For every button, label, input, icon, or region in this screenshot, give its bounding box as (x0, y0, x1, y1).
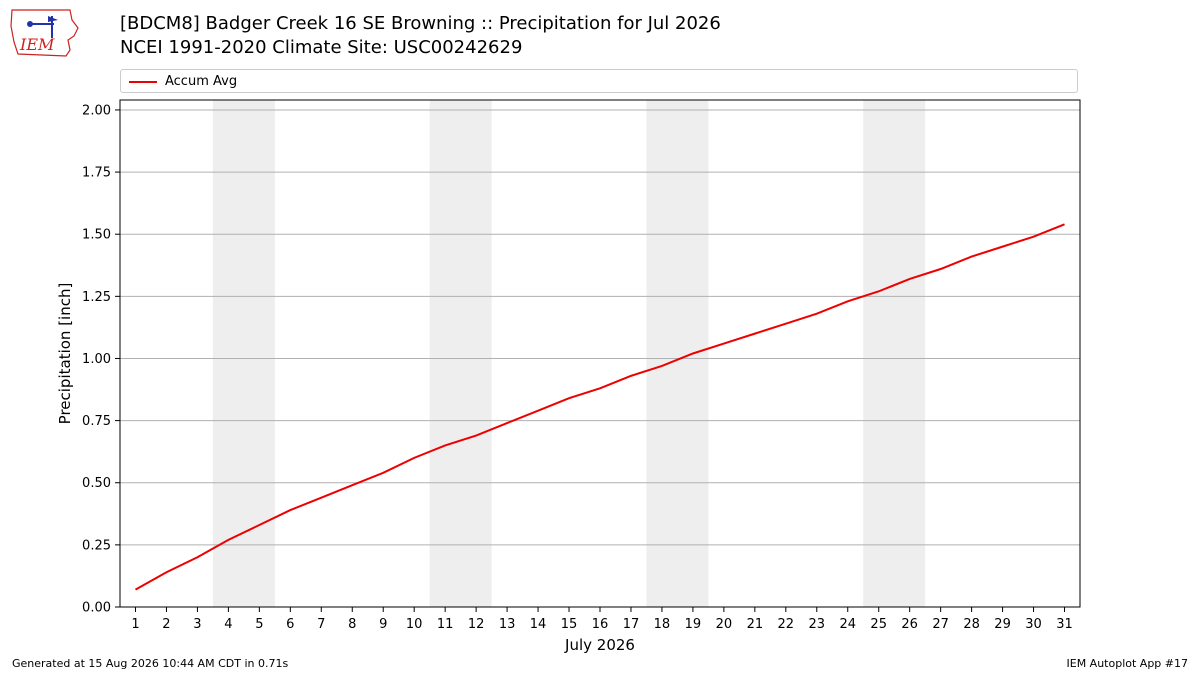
y-tick-label: 0.75 (82, 414, 111, 429)
x-tick-label: 27 (932, 617, 949, 632)
y-tick-label: 1.75 (82, 166, 111, 181)
x-tick-label: 26 (901, 617, 918, 632)
x-tick-label: 10 (406, 617, 423, 632)
x-tick-label: 31 (1056, 617, 1073, 632)
x-tick-label: 23 (809, 617, 826, 632)
y-tick-label: 0.25 (82, 538, 111, 553)
weekend-bands (212, 100, 926, 607)
x-tick-label: 15 (561, 617, 578, 632)
y-tick-label: 1.50 (82, 228, 111, 243)
x-tick-label: 17 (623, 617, 640, 632)
x-tick-label: 21 (747, 617, 764, 632)
x-tick-label: 12 (468, 617, 485, 632)
x-tick-label: 5 (255, 617, 263, 632)
legend-label-accum-avg: Accum Avg (165, 74, 238, 89)
accum-avg-line (134, 223, 1065, 591)
x-tick-label: 19 (685, 617, 702, 632)
footer-generated-text: Generated at 15 Aug 2026 10:44 AM CDT in… (12, 657, 289, 670)
x-tick-label: 8 (348, 617, 356, 632)
x-tick-label: 14 (530, 617, 547, 632)
x-tick-label: 28 (963, 617, 980, 632)
weekend-band-1 (212, 100, 275, 607)
iem-logo: IEM (10, 9, 79, 57)
chart-title: [BDCM8] Badger Creek 16 SE Browning :: P… (120, 13, 721, 34)
x-tick-label: 30 (1025, 617, 1042, 632)
y-axis-label: Precipitation [inch] (56, 283, 74, 425)
x-tick-label: 13 (499, 617, 516, 632)
x-tick-label: 24 (839, 617, 856, 632)
x-tick-label: 18 (654, 617, 671, 632)
chart-subtitle: NCEI 1991-2020 Climate Site: USC00242629 (120, 37, 523, 58)
y-axis: 0.00 0.25 0.50 0.75 1.00 1.25 1.50 1.75 2.00 (82, 103, 120, 616)
y-tick-label: 2.00 (82, 103, 111, 118)
footer-app-text: IEM Autoplot App #17 (1066, 657, 1189, 670)
x-tick-label: 20 (716, 617, 733, 632)
weekend-band-4 (863, 100, 926, 607)
x-tick-label: 7 (317, 617, 325, 632)
legend-line-swatch (129, 81, 157, 83)
x-tick-label: 2 (162, 617, 170, 632)
y-tick-label: 0.50 (82, 476, 111, 491)
x-tick-label: 22 (778, 617, 795, 632)
x-tick-label: 29 (994, 617, 1011, 632)
x-tick-label: 6 (286, 617, 294, 632)
x-axis: 1 2 3 4 5 6 7 8 9 10 11 12 13 14 15 16 17 18 19 20 21 22 23 24 2… (131, 607, 1073, 632)
y-tick-label: 0.00 (82, 601, 111, 616)
x-tick-label: 9 (379, 617, 387, 632)
x-tick-label: 1 (131, 617, 139, 632)
y-tick-label: 1.00 (82, 352, 111, 367)
weekend-band-2 (429, 100, 492, 607)
x-tick-label: 4 (224, 617, 232, 632)
x-tick-label: 3 (193, 617, 201, 632)
x-axis-label: July 2026 (564, 636, 635, 654)
weekend-band-3 (646, 100, 709, 607)
x-tick-label: 25 (870, 617, 887, 632)
x-tick-label: 11 (437, 617, 454, 632)
logo-text: IEM (19, 35, 55, 54)
legend: Accum Avg (120, 69, 1078, 93)
x-tick-label: 16 (592, 617, 609, 632)
y-tick-label: 1.25 (82, 290, 111, 305)
